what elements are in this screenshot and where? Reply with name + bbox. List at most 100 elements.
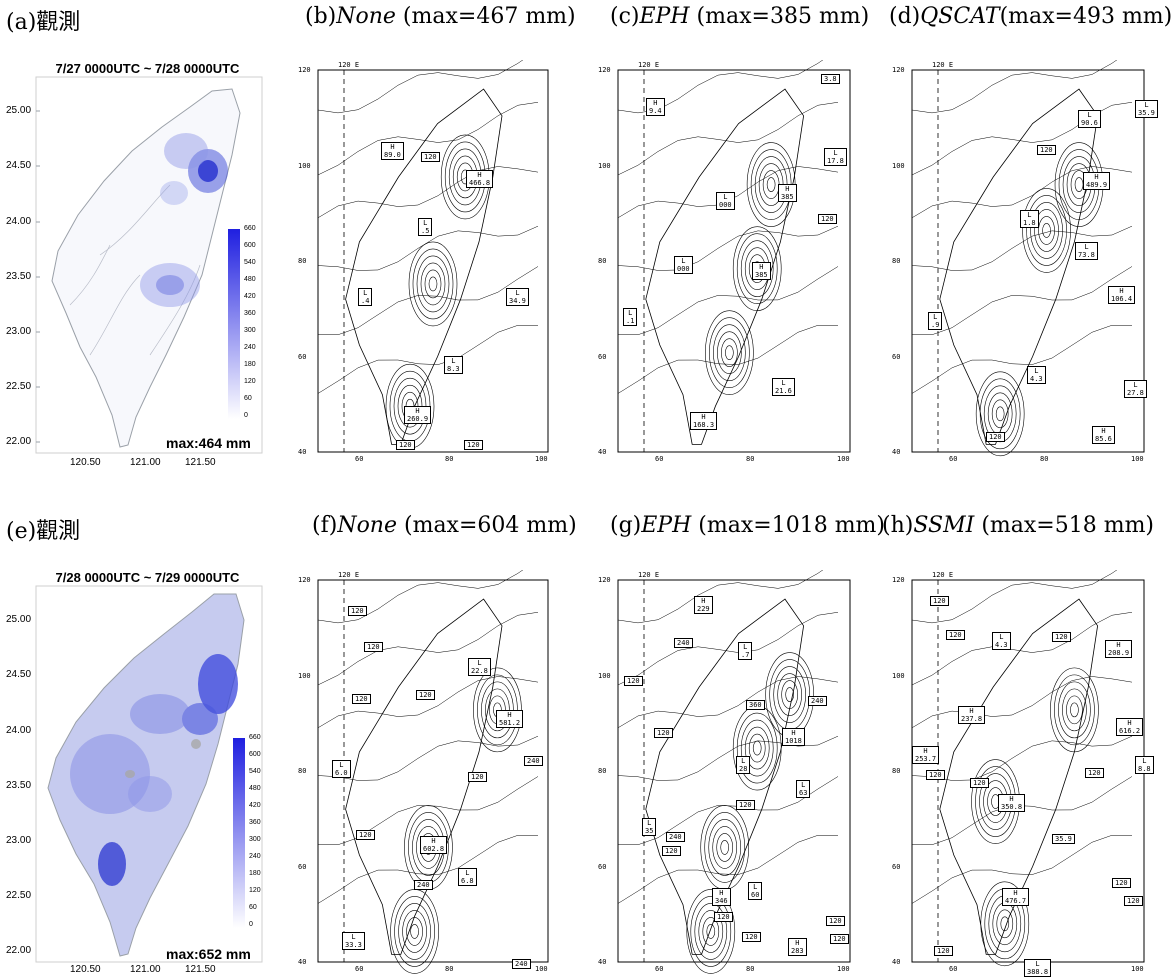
island-outline: [47, 593, 245, 957]
rain-contour: [736, 712, 778, 784]
y-tick: 60: [892, 352, 901, 361]
extremum-label: 120: [736, 800, 755, 810]
lat-tick: 23.00: [6, 326, 32, 337]
rain-contour: [712, 826, 738, 869]
plot-frame: [317, 579, 549, 963]
colorbar-tick: 660: [244, 225, 256, 232]
rain-contour: [706, 924, 716, 939]
plot-frame: [617, 579, 851, 963]
island-outline: [939, 88, 1099, 445]
rain-contour: [1050, 667, 1099, 753]
rain-contour: [686, 889, 736, 974]
colorbar-tick: 360: [249, 819, 261, 826]
rain-contour: [705, 310, 754, 395]
x-tick: 100: [1131, 455, 1144, 463]
extremum-label: 120: [662, 846, 681, 856]
extremum-label: L 000: [716, 192, 735, 210]
plot-frame: [35, 585, 263, 963]
panel-f-max: (max=604 mm): [397, 513, 577, 538]
y-tick: 100: [892, 161, 905, 170]
colorbar-tick: 0: [249, 921, 253, 928]
contour-line: [617, 612, 839, 686]
extremum-label: 120: [364, 642, 383, 652]
extremum-label: L 21.6: [772, 378, 795, 396]
rain-contour: [1034, 209, 1059, 252]
extremum-label: 120: [421, 152, 440, 162]
extremum-label: H 489.9: [1083, 172, 1111, 190]
x-tick: 80: [445, 965, 454, 973]
panel-d-exp: QSCAT: [920, 4, 1000, 29]
lat-tick: 22.50: [6, 381, 32, 392]
contour-line: [617, 266, 839, 336]
extremum-label: L 60: [748, 882, 763, 900]
extremum-label: 120: [1037, 145, 1056, 155]
model-panel-d: 120 100 80 60 40 60 80 100 120 E L 35.9 L 90.6 120 H…: [890, 60, 1165, 470]
rain-contour: [690, 896, 732, 967]
contour-line: [317, 324, 539, 394]
panel-c-exp: EPH: [639, 4, 690, 29]
extremum-label: H 106.4: [1108, 286, 1136, 304]
extremum-label: L 35.9: [1135, 100, 1158, 118]
lat-tick: 24.50: [6, 669, 32, 680]
rain-max-ne: [198, 654, 238, 714]
model-plot: [317, 60, 549, 453]
panel-c-max: (max=385 mm): [689, 4, 870, 29]
panel-g-exp: EPH: [641, 513, 692, 538]
panel-h-max: (max=518 mm): [974, 513, 1155, 538]
extremum-label: 120: [1085, 768, 1104, 778]
y-tick: 100: [298, 161, 311, 170]
contour-line: [317, 266, 539, 336]
extremum-label: 120: [714, 912, 733, 922]
plot-frame: [35, 76, 263, 454]
observation-max-top: max:464 mm: [166, 435, 251, 451]
rain-contour: [740, 240, 774, 297]
colorbar: [233, 738, 245, 928]
rain-contour: [428, 276, 438, 292]
panel-h-exp: SSMI: [913, 513, 975, 538]
rain-contour: [777, 673, 802, 716]
contour-line: [911, 612, 1133, 686]
rain-contour: [1066, 695, 1083, 725]
extremum-label: L 28: [736, 756, 751, 774]
rain-contour: [732, 705, 782, 791]
extremum-label: 120: [830, 934, 849, 944]
contour-line: [911, 834, 1133, 904]
colorbar-tick: 240: [249, 853, 261, 860]
model-panel-c: 120 100 80 60 40 60 80 100 120 E 3.8 H 9.4 L 17.8 L …: [596, 60, 861, 470]
colorbar-tick: 0: [244, 412, 248, 419]
y-tick: 120: [298, 66, 311, 74]
y-tick: 40: [598, 448, 607, 456]
lon-tick: 120.50: [70, 457, 101, 468]
extremum-label: H 616.2: [1116, 718, 1144, 736]
panel-h-prefix: (h): [882, 513, 914, 538]
contour-line: [911, 225, 1133, 275]
contour-line: [317, 776, 539, 846]
rain-contour: [473, 667, 522, 753]
rain-contour: [766, 177, 776, 192]
extremum-label: 120: [1052, 632, 1071, 642]
colorbar-tick: 120: [249, 887, 261, 894]
extremum-label: 120: [464, 440, 483, 450]
extremum-label: 120: [356, 830, 375, 840]
lon-label-120e: 120 E: [638, 571, 660, 579]
extremum-label: 360: [746, 700, 765, 710]
observation-plot-top: [35, 76, 263, 454]
x-tick: 60: [949, 455, 958, 463]
lon-tick: 121.00: [130, 964, 161, 975]
panel-b-prefix: (b): [305, 4, 337, 29]
rain-contour: [975, 371, 1025, 457]
extremum-label: 120: [930, 596, 949, 606]
colorbar-tick: 180: [244, 361, 256, 368]
extremum-label: 120: [1124, 896, 1143, 906]
extremum-label: 3.8: [821, 74, 840, 84]
y-tick: 100: [892, 671, 905, 680]
rain-contour: [1022, 188, 1071, 273]
extremum-label: L 8.8: [1135, 756, 1154, 774]
colorbar-tick: 60: [244, 395, 252, 402]
contour-line: [617, 570, 824, 624]
y-tick: 80: [892, 257, 901, 265]
colorbar-tick: 600: [244, 242, 256, 249]
plot-frame: [317, 69, 549, 453]
extremum-label: L 33.3: [342, 932, 365, 950]
